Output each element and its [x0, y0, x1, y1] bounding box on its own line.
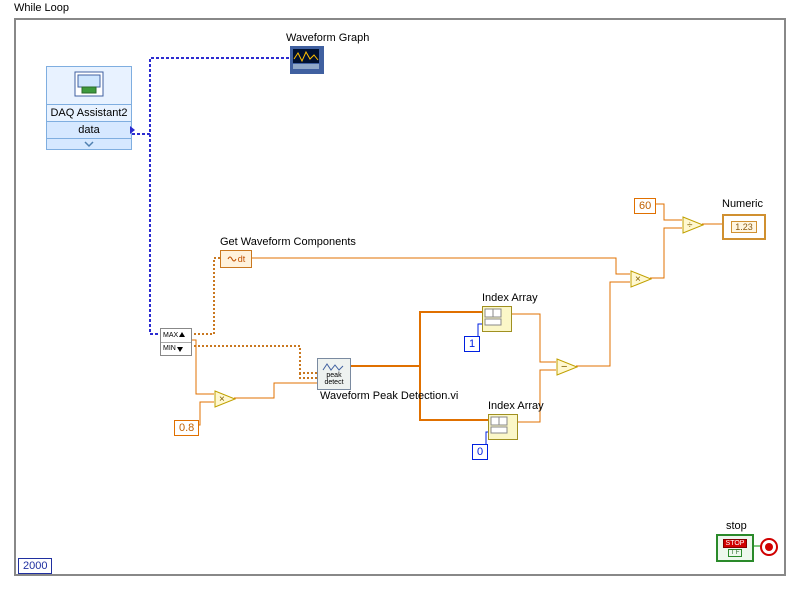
index-0-constant[interactable]: 0: [472, 444, 488, 460]
multiply-op-dt[interactable]: ×: [630, 270, 652, 291]
index-array-icon: [489, 415, 515, 437]
arrow-down-icon: [176, 345, 184, 353]
stop-if-true-icon: [760, 538, 778, 556]
multiply-op-threshold[interactable]: ×: [214, 390, 236, 411]
labview-block-diagram: While Loop DAQ Assistant2 data Waveform …: [0, 0, 800, 591]
divide-op[interactable]: ÷: [682, 216, 704, 237]
stop-control-label: stop: [726, 520, 747, 532]
index-array-1-label: Index Array: [482, 292, 538, 304]
get-waveform-components-label: Get Waveform Components: [220, 236, 356, 248]
svg-text:−: −: [561, 361, 567, 373]
index-array-2-label: Index Array: [488, 400, 544, 412]
peak-detection-node[interactable]: peak detect: [317, 358, 351, 390]
get-waveform-components-node[interactable]: dt: [220, 250, 252, 268]
waveform-graph-indicator[interactable]: [290, 46, 324, 74]
stop-button[interactable]: STOP T F: [716, 534, 754, 562]
chevron-down-icon: [83, 140, 95, 148]
loop-delay-constant[interactable]: 2000: [18, 558, 52, 574]
waveform-graph-icon: [291, 47, 321, 71]
arrow-up-icon: [178, 331, 186, 339]
index-array-icon: [483, 307, 509, 329]
waveform-graph-label: Waveform Graph: [286, 32, 369, 44]
daq-assistant-node[interactable]: DAQ Assistant2 data: [46, 66, 132, 150]
while-loop-label: While Loop: [14, 2, 69, 14]
max-min-node[interactable]: MAX MIN: [160, 328, 192, 356]
peak-icon: [322, 362, 346, 372]
sixty-constant[interactable]: 60: [634, 198, 656, 214]
index-1-constant[interactable]: 1: [464, 336, 480, 352]
svg-text:×: ×: [219, 394, 225, 405]
loop-condition-terminal[interactable]: [760, 538, 778, 559]
daq-assistant-icon: [74, 71, 104, 97]
daq-assistant-name: DAQ Assistant2: [46, 105, 132, 122]
numeric-indicator[interactable]: 1.23: [722, 214, 766, 240]
subtract-op[interactable]: −: [556, 358, 578, 379]
svg-text:×: ×: [635, 274, 641, 285]
peak-detection-label: Waveform Peak Detection.vi: [320, 390, 458, 402]
svg-text:÷: ÷: [687, 220, 693, 231]
index-array-2-node[interactable]: [488, 414, 518, 440]
numeric-indicator-label: Numeric: [722, 198, 763, 210]
index-array-1-node[interactable]: [482, 306, 512, 332]
sine-icon: [227, 254, 237, 264]
threshold-constant[interactable]: 0.8: [174, 420, 199, 436]
daq-data-terminal[interactable]: data: [46, 122, 132, 139]
